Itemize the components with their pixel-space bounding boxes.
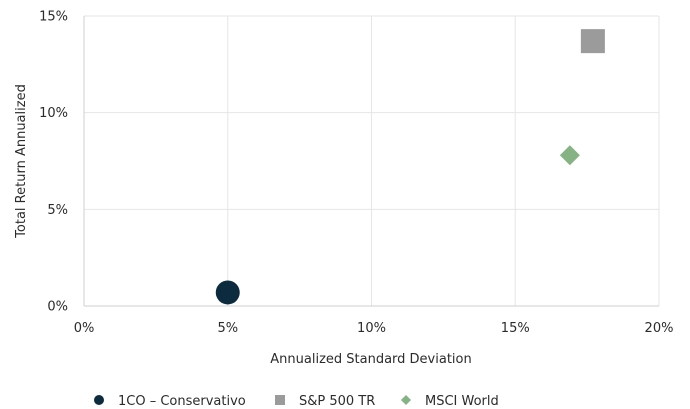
legend-marker <box>275 395 285 405</box>
legend-marker <box>94 395 104 405</box>
x-tick-label: 0% <box>74 321 95 336</box>
data-points <box>215 29 605 305</box>
legend: 1CO – Conservativo S&P 500 TR MSCI World <box>94 394 499 409</box>
x-axis-title: Annualized Standard Deviation <box>270 352 471 367</box>
y-tick-label: 0% <box>47 300 68 315</box>
data-point <box>580 29 605 54</box>
y-tick-label: 10% <box>39 106 68 121</box>
y-tick-label: 5% <box>47 203 68 218</box>
legend-label: 1CO – Conservativo <box>118 394 246 409</box>
legend-label: S&P 500 TR <box>299 394 375 409</box>
y-tick-label: 15% <box>39 10 68 25</box>
legend-label: MSCI World <box>425 394 499 409</box>
tick-labels: 0% 5% 10% 15% 20% 0% 5% 10% 15% <box>39 10 673 337</box>
x-tick-label: 5% <box>217 321 238 336</box>
x-tick-label: 20% <box>645 321 674 336</box>
legend-marker <box>401 395 411 405</box>
y-axis-title: Total Return Annualized <box>14 84 29 239</box>
x-tick-label: 10% <box>357 321 386 336</box>
grid-lines <box>84 15 660 306</box>
data-point <box>559 145 580 166</box>
data-point <box>215 280 240 305</box>
x-tick-label: 15% <box>501 321 530 336</box>
